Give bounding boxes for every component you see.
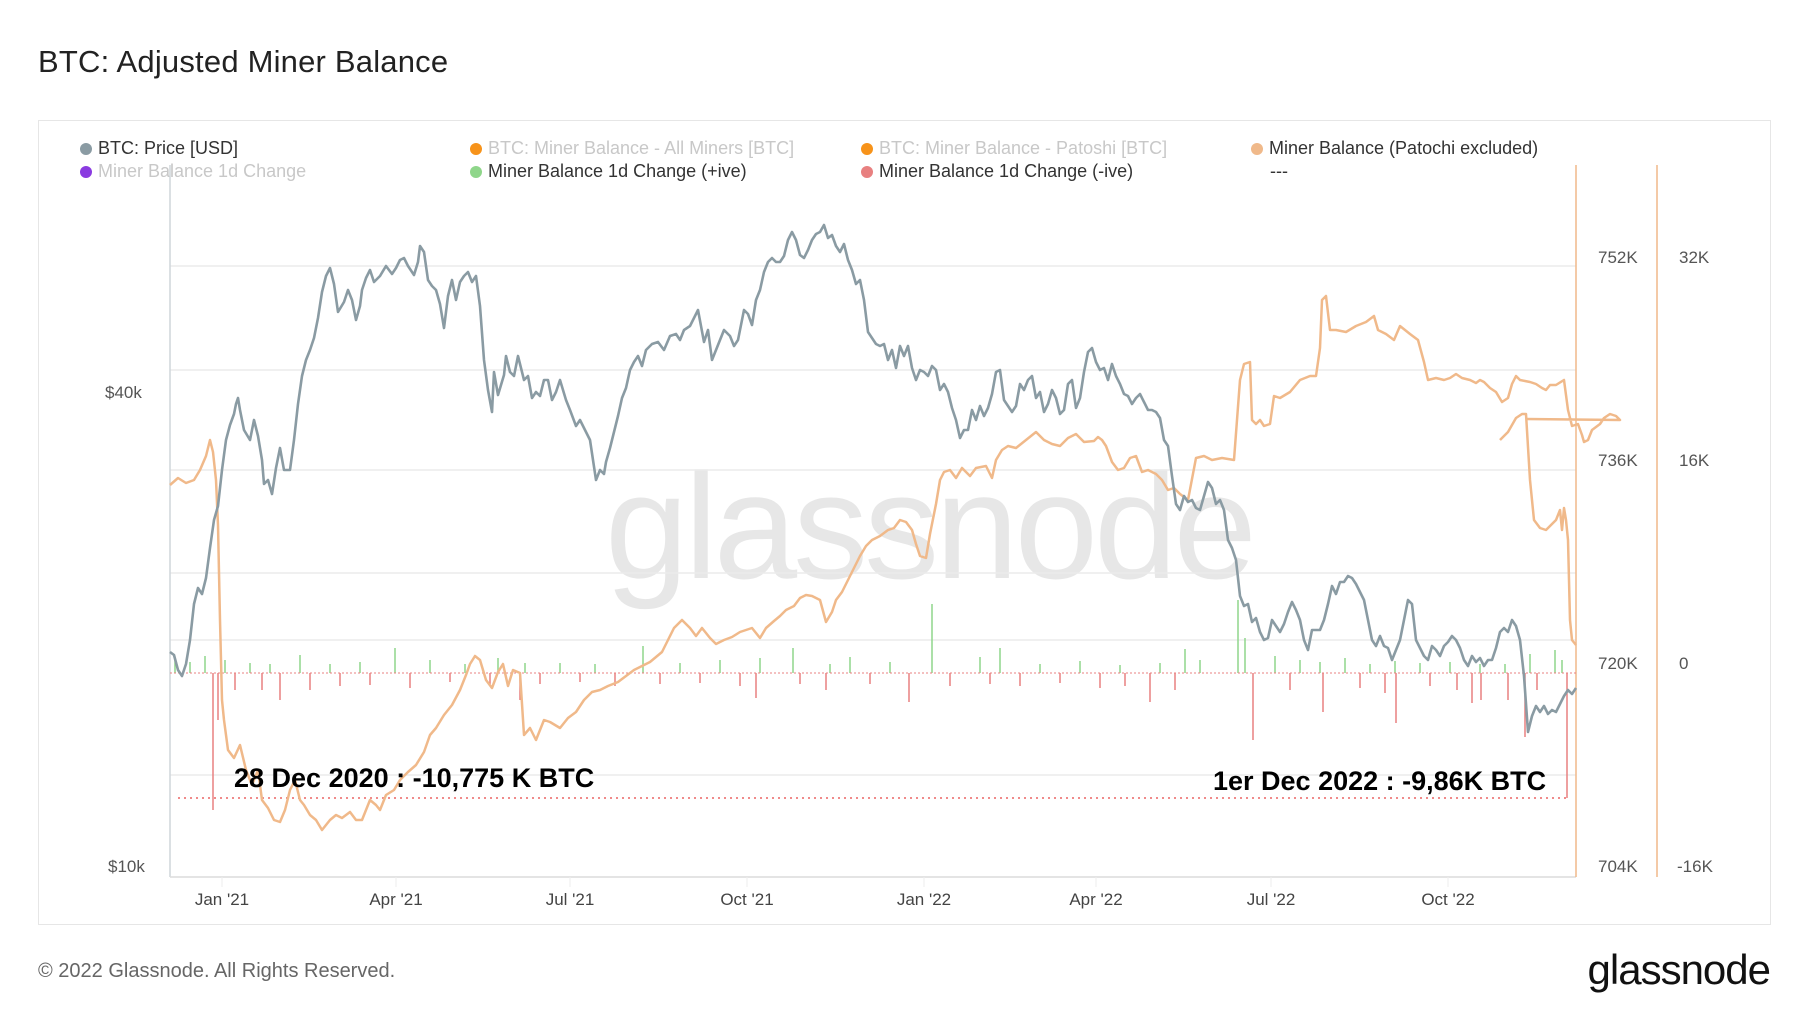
bars-positive (174, 600, 1563, 673)
chart-panel (38, 120, 1771, 925)
x-tick: Jan '22 (896, 890, 952, 909)
y-right1-tick: 704K (1598, 857, 1638, 876)
y-left-tick: $40k (105, 383, 142, 402)
y-right1-tick: 720K (1598, 654, 1638, 673)
legend-item-1d-positive[interactable]: Miner Balance 1d Change (+ive) (470, 161, 747, 182)
legend-item-1d-negative[interactable]: Miner Balance 1d Change (-ive) (861, 161, 1133, 182)
series-btc-price (169, 223, 1578, 734)
x-tick: Jan '21 (194, 890, 250, 909)
legend-dot-icon (80, 165, 92, 178)
y-right1-tick: 752K (1598, 248, 1638, 267)
legend-item-1d-change[interactable]: Miner Balance 1d Change (80, 161, 306, 182)
legend-item-all-miners[interactable]: BTC: Miner Balance - All Miners [BTC] (470, 138, 794, 159)
legend-dot-icon (1251, 142, 1263, 155)
series-miner-balance (169, 294, 1622, 832)
y-right1-tick: 736K (1598, 451, 1638, 470)
x-tick: Apr '22 (1069, 890, 1123, 909)
legend-dot-icon (80, 142, 92, 155)
x-tick: Oct '22 (1421, 890, 1475, 909)
x-tick: Jul '21 (545, 890, 595, 909)
glassnode-logo[interactable]: glassnode (1587, 946, 1771, 993)
x-tick: Oct '21 (720, 890, 774, 909)
footer-copyright: © 2022 Glassnode. All Rights Reserved. (38, 960, 396, 982)
y-right2-tick: 32K (1679, 248, 1710, 267)
chart-title: BTC: Adjusted Miner Balance (38, 44, 449, 79)
y-right2-tick: 0 (1679, 654, 1689, 673)
legend-item-patoshi[interactable]: BTC: Miner Balance - Patoshi [BTC] (861, 138, 1167, 159)
x-tick: Jul '22 (1246, 890, 1296, 909)
legend-item-price[interactable]: BTC: Price [USD] (80, 138, 238, 159)
legend-dot-icon (861, 165, 873, 178)
annotation-dec-2022: 1er Dec 2022 : -9,86K BTC (1213, 766, 1547, 796)
series-miner-balance-tail (1499, 412, 1577, 646)
y-right2-tick: -16K (1677, 857, 1713, 876)
legend-dot-icon (861, 142, 873, 155)
y-right2-tick: 16K (1679, 451, 1710, 470)
legend-dot-icon (470, 142, 482, 155)
legend-item-placeholder: --- (1270, 161, 1288, 181)
annotation-dec-2020: 28 Dec 2020 : -10,775 K BTC (234, 763, 595, 793)
legend-item-balance-excluded[interactable]: Miner Balance (Patochi excluded) (1251, 138, 1538, 159)
grid-lines (170, 265, 1576, 776)
legend-dot-icon (470, 165, 482, 178)
x-tick: Apr '21 (369, 890, 423, 909)
y-left-tick: $10k (108, 857, 145, 876)
